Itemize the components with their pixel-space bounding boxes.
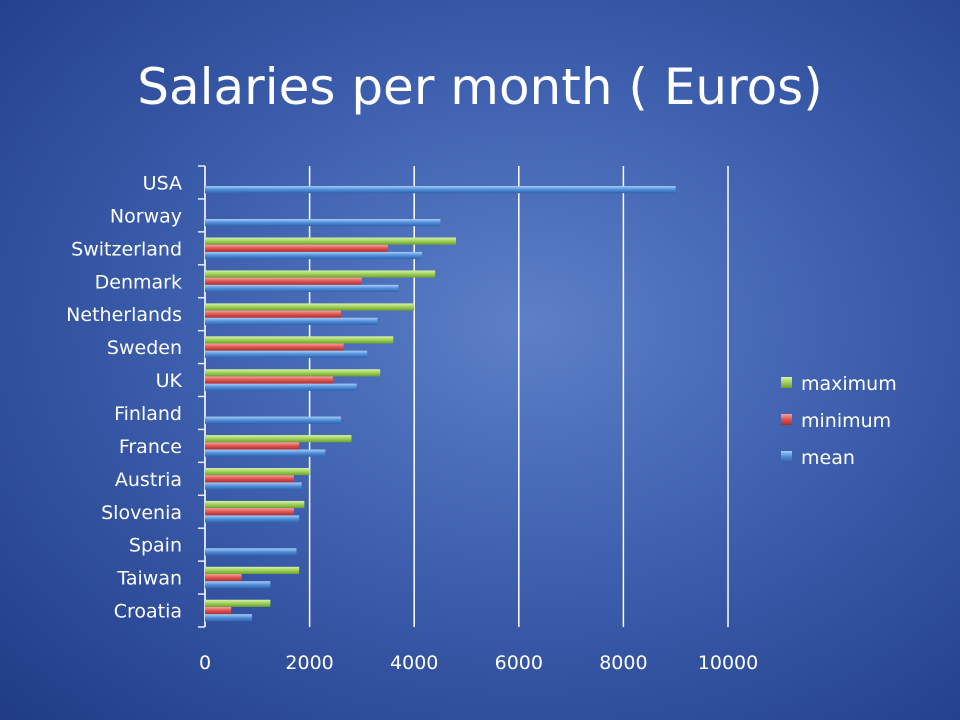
bar-minimum-switzerland bbox=[205, 244, 389, 252]
bar-maximum-switzerland bbox=[205, 237, 457, 245]
bar-mean-uk bbox=[205, 383, 357, 391]
bar-maximum-slovenia bbox=[205, 500, 305, 509]
bar-mean-usa bbox=[205, 186, 676, 194]
bar-mean-austria bbox=[205, 482, 302, 490]
category-label: Austria bbox=[115, 469, 182, 491]
bar-mean-taiwan bbox=[205, 581, 271, 589]
bar-minimum-austria bbox=[205, 475, 294, 483]
bar-maximum-croatia bbox=[205, 599, 271, 607]
bar-minimum-france bbox=[205, 442, 300, 450]
bar-mean-denmark bbox=[205, 284, 399, 293]
category-label: Taiwan bbox=[116, 568, 182, 590]
bar-minimum-sweden bbox=[205, 343, 344, 351]
bar-maximum-netherlands bbox=[205, 303, 415, 311]
bar-maximum-uk bbox=[205, 369, 381, 377]
legend-label-minimum: minimum bbox=[801, 410, 891, 432]
category-label: Finland bbox=[114, 403, 182, 425]
bar-mean-slovenia bbox=[205, 515, 300, 523]
bar-maximum-denmark bbox=[205, 270, 436, 278]
category-label: Norway bbox=[110, 205, 182, 227]
x-tick-label: 8000 bbox=[599, 652, 647, 674]
legend-label-mean: mean bbox=[801, 447, 855, 469]
category-axis bbox=[198, 165, 206, 628]
legend-swatch-minimum bbox=[781, 414, 792, 425]
x-tick-label: 10000 bbox=[698, 652, 758, 674]
category-label: Spain bbox=[129, 535, 182, 557]
bar-mean-netherlands bbox=[205, 317, 378, 325]
bar-minimum-netherlands bbox=[205, 310, 341, 318]
bar-mean-spain bbox=[205, 548, 297, 556]
bar-maximum-france bbox=[205, 435, 352, 443]
bar-mean-switzerland bbox=[205, 251, 423, 260]
chart-title: Salaries per month ( Euros) bbox=[137, 58, 823, 116]
category-label: Slovenia bbox=[101, 502, 182, 524]
legend-swatch-mean bbox=[781, 451, 792, 462]
bar-mean-croatia bbox=[205, 614, 253, 622]
legend-swatch-maximum bbox=[781, 377, 792, 388]
bar-maximum-taiwan bbox=[205, 566, 300, 575]
bar-minimum-denmark bbox=[205, 277, 362, 285]
bar-mean-finland bbox=[205, 416, 341, 424]
bar-minimum-slovenia bbox=[205, 508, 294, 516]
category-label: USA bbox=[143, 172, 182, 194]
bar-mean-sweden bbox=[205, 350, 368, 358]
category-label: Netherlands bbox=[66, 304, 182, 326]
category-label: Croatia bbox=[114, 601, 182, 623]
axis-labels: 0 2000 4000 6000 8000 10000 USA Norway Switzerla… bbox=[66, 172, 758, 674]
category-label: UK bbox=[156, 370, 183, 392]
gridlines bbox=[204, 166, 729, 627]
x-tick-label: 2000 bbox=[285, 652, 333, 674]
bar-maximum-austria bbox=[205, 468, 310, 476]
category-label: France bbox=[119, 436, 182, 458]
bar-mean-norway bbox=[205, 218, 441, 227]
category-label: Denmark bbox=[95, 271, 182, 293]
category-label: Switzerland bbox=[71, 238, 182, 260]
bar-minimum-croatia bbox=[205, 606, 232, 615]
category-label: Sweden bbox=[107, 337, 182, 359]
bars bbox=[205, 186, 676, 622]
bar-minimum-uk bbox=[205, 376, 334, 384]
x-tick-label: 6000 bbox=[495, 652, 543, 674]
legend-label-maximum: maximum bbox=[801, 373, 897, 395]
bar-minimum-taiwan bbox=[205, 574, 242, 582]
bar-mean-france bbox=[205, 449, 326, 457]
bar-maximum-sweden bbox=[205, 336, 394, 344]
x-tick-label: 0 bbox=[199, 652, 211, 674]
x-tick-label: 4000 bbox=[390, 652, 438, 674]
legend: maximum minimum mean bbox=[781, 373, 897, 469]
